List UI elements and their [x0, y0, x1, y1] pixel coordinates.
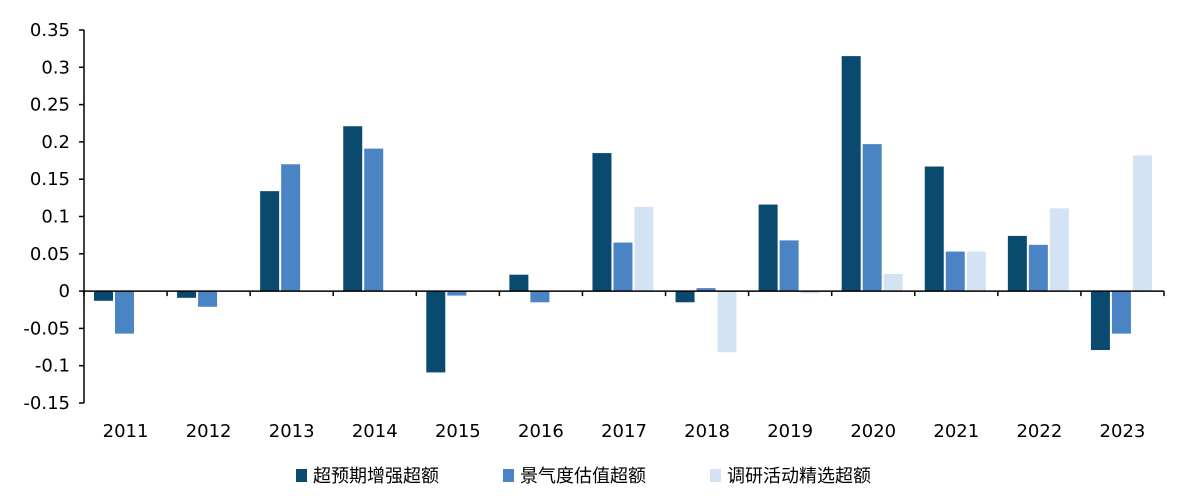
- y-tick-label: 0.2: [41, 132, 70, 153]
- bar-2013-series-1: [260, 191, 280, 292]
- bars: [94, 56, 1152, 373]
- x-tick-label: 2015: [435, 421, 481, 442]
- bar-2013-series-2: [281, 164, 301, 292]
- x-tick-label: 2013: [269, 421, 315, 442]
- legend-swatch: [503, 469, 514, 482]
- y-tick-label: 0.05: [30, 244, 70, 265]
- y-tick-label: 0.35: [30, 20, 70, 41]
- x-tick-label: 2021: [933, 421, 979, 442]
- x-tick-label: 2020: [850, 421, 896, 442]
- x-tick-label: 2022: [1016, 421, 1062, 442]
- bar-2012-series-1: [177, 291, 197, 298]
- x-axis: 2011 2012 2013 2014 2015 2016 2017 2018 2019 2020…: [83, 290, 1165, 442]
- bar-2021-series-2: [945, 251, 965, 292]
- bar-2015-series-1: [426, 291, 446, 373]
- bar-2015-series-2: [447, 291, 467, 296]
- bar-2022-series-2: [1028, 244, 1048, 292]
- bar-2020-series-2: [862, 144, 882, 292]
- bar-2019-series-2: [779, 240, 799, 292]
- legend-label: 景气度估值超额: [520, 466, 646, 487]
- bar-2014-series-2: [364, 148, 384, 292]
- bar-2018-series-1: [675, 291, 695, 303]
- legend: 超预期增强超额 景气度估值超额 调研活动精选超额: [296, 466, 871, 487]
- bar-2017-series-3: [634, 206, 654, 292]
- x-tick-label: 2012: [186, 421, 232, 442]
- bar-2022-series-3: [1049, 208, 1069, 292]
- x-tick-label: 2018: [684, 421, 730, 442]
- bar-2012-series-2: [198, 291, 218, 307]
- bar-2017-series-2: [613, 242, 633, 292]
- y-tick-label: 0.25: [30, 95, 70, 116]
- x-tick-label: 2017: [601, 421, 647, 442]
- y-tick-label: -0.05: [23, 318, 70, 339]
- bar-2021-series-1: [924, 166, 944, 292]
- bar-2022-series-1: [1007, 235, 1027, 292]
- bar-2011-series-2: [115, 291, 134, 334]
- bar-2023-series-1: [1090, 291, 1110, 351]
- bar-2014-series-1: [343, 126, 363, 292]
- bar-2021-series-3: [966, 251, 986, 292]
- y-tick-label: -0.15: [23, 393, 70, 414]
- x-tick-label: 2019: [767, 421, 813, 442]
- bar-2023-series-2: [1111, 291, 1131, 334]
- bar-2023-series-3: [1132, 155, 1152, 292]
- bar-2020-series-1: [841, 56, 861, 292]
- bar-2011-series-1: [94, 291, 113, 301]
- legend-label: 调研活动精选超额: [727, 466, 871, 487]
- x-tick-label: 2023: [1100, 421, 1146, 442]
- bar-2018-series-2: [696, 288, 716, 292]
- y-tick-label: -0.1: [35, 356, 70, 377]
- x-tick-label: 2011: [103, 421, 149, 442]
- bar-2017-series-1: [592, 153, 612, 292]
- bar-2019-series-1: [758, 204, 778, 292]
- y-axis: -0.15 -0.1 -0.05 0 0.05 0.1 0.15 0.2 0.25 0.3 0.35: [23, 20, 85, 414]
- y-tick-label: 0.15: [30, 169, 70, 190]
- y-tick-label: 0.1: [41, 207, 70, 228]
- y-tick-label: 0: [59, 281, 70, 302]
- bar-2020-series-3: [883, 273, 903, 292]
- y-tick-label: 0.3: [41, 57, 70, 78]
- legend-swatch: [710, 469, 721, 482]
- bar-2016-series-1: [509, 274, 529, 292]
- legend-swatch: [296, 469, 307, 482]
- x-tick-label: 2014: [352, 421, 398, 442]
- bar-2016-series-2: [530, 291, 550, 303]
- legend-label: 超预期增强超额: [313, 466, 439, 487]
- bar-2018-series-3: [717, 291, 737, 353]
- bar-2019-series-3: [800, 291, 820, 294]
- x-tick-label: 2016: [518, 421, 564, 442]
